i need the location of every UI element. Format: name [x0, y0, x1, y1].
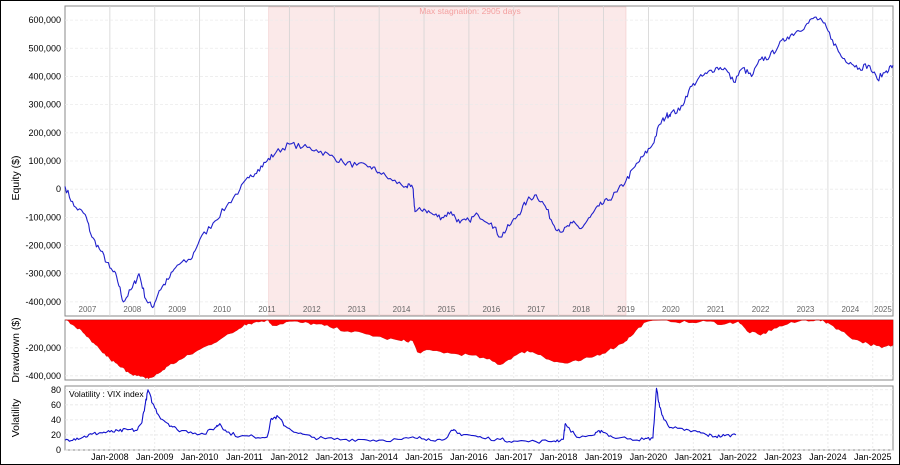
equity-tick-label: 600,000 — [28, 15, 61, 25]
date-tick-label: Jan-2013 — [316, 452, 354, 462]
volatility-tick-label: 0 — [56, 445, 61, 455]
equity-tick-label: 500,000 — [28, 43, 61, 53]
equity-tick-label: -100,000 — [25, 212, 61, 222]
volatility-tick-label: 80 — [51, 385, 61, 395]
year-label: 2025 — [874, 305, 892, 314]
date-tick-label: Jan-2016 — [450, 452, 488, 462]
volatility-axis-label: Volatility — [10, 398, 22, 437]
equity-tick-label: -400,000 — [25, 297, 61, 307]
stagnation-label: Max stagnation: 2905 days — [419, 6, 521, 16]
year-label: 2010 — [213, 305, 231, 314]
date-tick-label: Jan-2015 — [405, 452, 443, 462]
date-tick-label: Jan-2014 — [360, 452, 398, 462]
date-tick-label: Jan-2021 — [675, 452, 713, 462]
drawdown-tick-label: -200,000 — [25, 343, 61, 353]
date-tick-label: Jan-2010 — [181, 452, 219, 462]
year-label: 2013 — [348, 305, 366, 314]
volatility-legend: Volatility : VIX index — [69, 389, 144, 399]
year-label: 2012 — [303, 305, 321, 314]
date-tick-label: Jan-2024 — [809, 452, 847, 462]
volatility-tick-label: 20 — [51, 430, 61, 440]
year-label: 2007 — [79, 305, 97, 314]
date-tick-label: Jan-2018 — [540, 452, 578, 462]
date-tick-label: Jan-2012 — [271, 452, 309, 462]
equity-tick-label: 100,000 — [28, 156, 61, 166]
equity-axis-label: Equity ($) — [10, 156, 22, 201]
year-label: 2022 — [752, 305, 770, 314]
equity-tick-label: -200,000 — [25, 241, 61, 251]
date-tick-label: Jan-2009 — [136, 452, 174, 462]
year-label: 2009 — [168, 305, 186, 314]
equity-tick-label: 0 — [56, 184, 61, 194]
volatility-tick-label: 40 — [51, 415, 61, 425]
year-label: 2008 — [123, 305, 141, 314]
date-tick-label: Jan-2017 — [495, 452, 533, 462]
drawdown-tick-label: -400,000 — [25, 371, 61, 381]
equity-tick-label: -300,000 — [25, 269, 61, 279]
volatility-tick-label: 60 — [51, 400, 61, 410]
equity-line — [64, 16, 894, 309]
date-tick-label: Jan-2020 — [630, 452, 668, 462]
equity-tick-label: 200,000 — [28, 128, 61, 138]
vix-line — [64, 387, 737, 444]
date-tick-label: Jan-2023 — [764, 452, 802, 462]
date-tick-label: Jan-2022 — [719, 452, 757, 462]
year-label: 2021 — [707, 305, 725, 314]
equity-tick-label: 400,000 — [28, 71, 61, 81]
date-tick-label: Jan-2011 — [226, 452, 263, 462]
year-label: 2024 — [841, 305, 859, 314]
year-label: 2020 — [662, 305, 680, 314]
drawdown-axis-label: Drawdown ($) — [10, 317, 22, 382]
year-label: 2017 — [527, 305, 545, 314]
equity-tick-label: 300,000 — [28, 100, 61, 110]
volatility-panel — [64, 385, 894, 451]
date-tick-label: Jan-2008 — [91, 452, 129, 462]
drawdown-area — [65, 319, 894, 380]
year-label: 2018 — [572, 305, 590, 314]
year-label: 2011 — [258, 305, 276, 314]
year-label: 2019 — [617, 305, 635, 314]
date-tick-label: Jan-2025 — [854, 452, 892, 462]
year-label: 2015 — [438, 305, 456, 314]
year-label: 2023 — [797, 305, 815, 314]
date-tick-label: Jan-2019 — [585, 452, 623, 462]
year-label: 2016 — [482, 305, 500, 314]
year-label: 2014 — [393, 305, 411, 314]
